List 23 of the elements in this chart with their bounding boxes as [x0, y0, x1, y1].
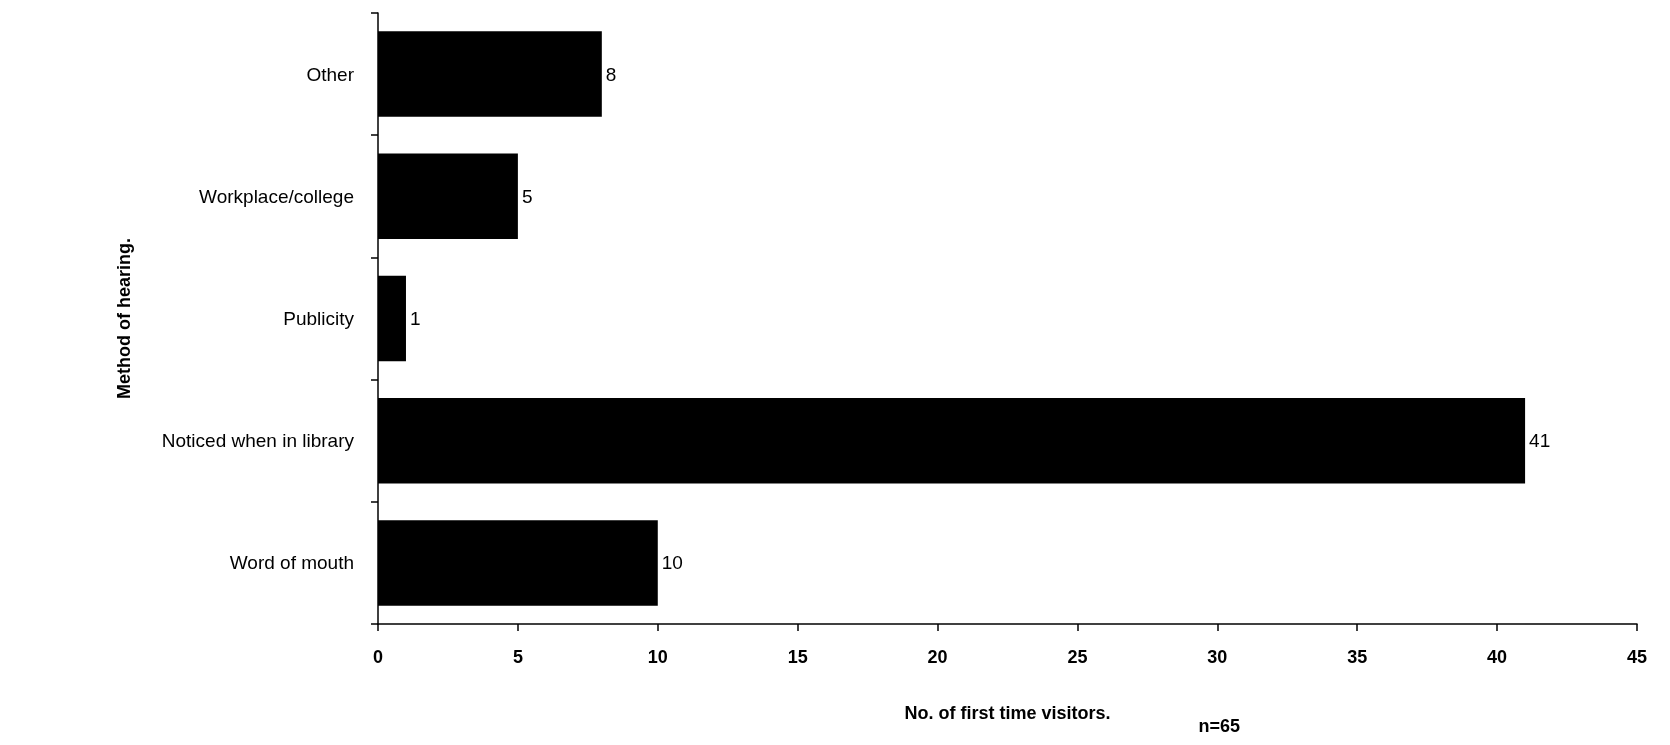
y-tick-label: Noticed when in library [161, 430, 355, 452]
x-tick-label: 25 [1067, 647, 1088, 667]
data-label: 41 [1529, 430, 1551, 452]
y-tick-label: Workplace/college [199, 185, 354, 207]
data-label: 10 [661, 552, 683, 574]
x-tick-label: 5 [512, 647, 523, 667]
y-tick-label: Publicity [283, 308, 355, 329]
y-tick-label: Word of mouth [229, 552, 354, 574]
y-tick-label: Other [306, 63, 355, 85]
x-tick-label: 35 [1347, 647, 1368, 667]
x-axis-title: No. of first time visitors. [904, 703, 1111, 723]
x-tick-label: 45 [1626, 647, 1648, 667]
x-tick-label: 15 [787, 647, 808, 667]
x-tick-label: 0 [372, 647, 384, 667]
x-tick-label: 30 [1207, 647, 1228, 667]
data-label: 1 [409, 308, 421, 329]
y-axis-title: Method of hearing. [114, 238, 134, 399]
data-label: 5 [521, 185, 533, 207]
x-tick-label: 10 [647, 647, 668, 667]
text: n=65 [1198, 716, 1240, 736]
x-tick-label: 40 [1487, 647, 1508, 667]
x-tick-label: 20 [927, 647, 948, 667]
data-label: 8 [605, 63, 617, 85]
